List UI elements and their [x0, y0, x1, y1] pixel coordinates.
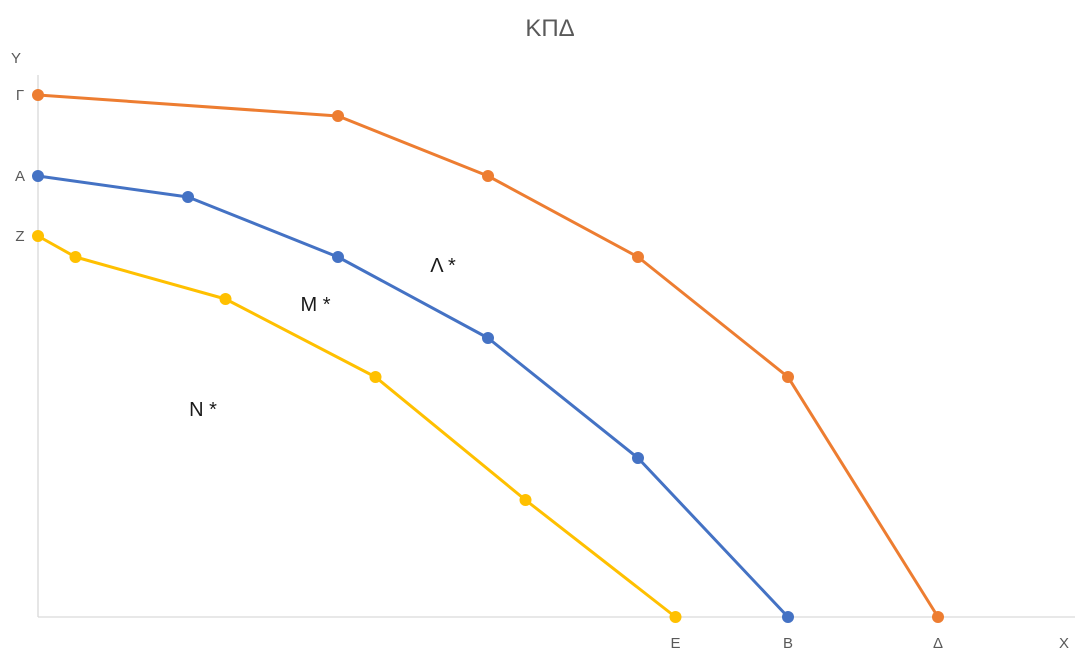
data-point: [669, 611, 682, 623]
series-line: [37, 93, 940, 618]
series-1: [32, 170, 794, 623]
data-point: [32, 230, 44, 242]
data-point: [782, 371, 794, 383]
data-point: [332, 251, 344, 263]
y-tick-label: Ζ: [15, 228, 24, 245]
data-point: [782, 611, 794, 623]
y-tick-label: Γ: [16, 87, 24, 104]
data-point: [332, 110, 344, 122]
data-point: [482, 170, 494, 182]
x-tick-label: Δ: [933, 635, 943, 649]
data-point: [632, 251, 644, 263]
x-axis-title: X: [1059, 635, 1069, 649]
data-point: [32, 170, 44, 182]
y-axis-title: Y: [11, 50, 21, 67]
y-tick-label: Α: [15, 168, 25, 185]
x-tick-label: Ε: [670, 635, 680, 649]
series-0: [32, 89, 944, 623]
data-point: [932, 611, 944, 623]
x-tick-label: Β: [783, 635, 793, 649]
data-point: [482, 332, 494, 344]
series-line: [37, 174, 790, 619]
series-2: [32, 230, 682, 623]
data-point: [519, 494, 532, 506]
data-point: [69, 251, 82, 263]
chart-title: ΚΠΔ: [525, 15, 574, 42]
data-point: [632, 452, 644, 464]
data-point: [32, 89, 44, 101]
data-point: [369, 371, 382, 383]
region-annotation: Λ *: [430, 255, 456, 277]
region-annotation: Μ *: [301, 294, 331, 316]
series-line: [37, 234, 677, 619]
data-point: [182, 191, 194, 203]
region-annotation: Ν *: [189, 399, 217, 421]
data-point: [219, 293, 232, 305]
